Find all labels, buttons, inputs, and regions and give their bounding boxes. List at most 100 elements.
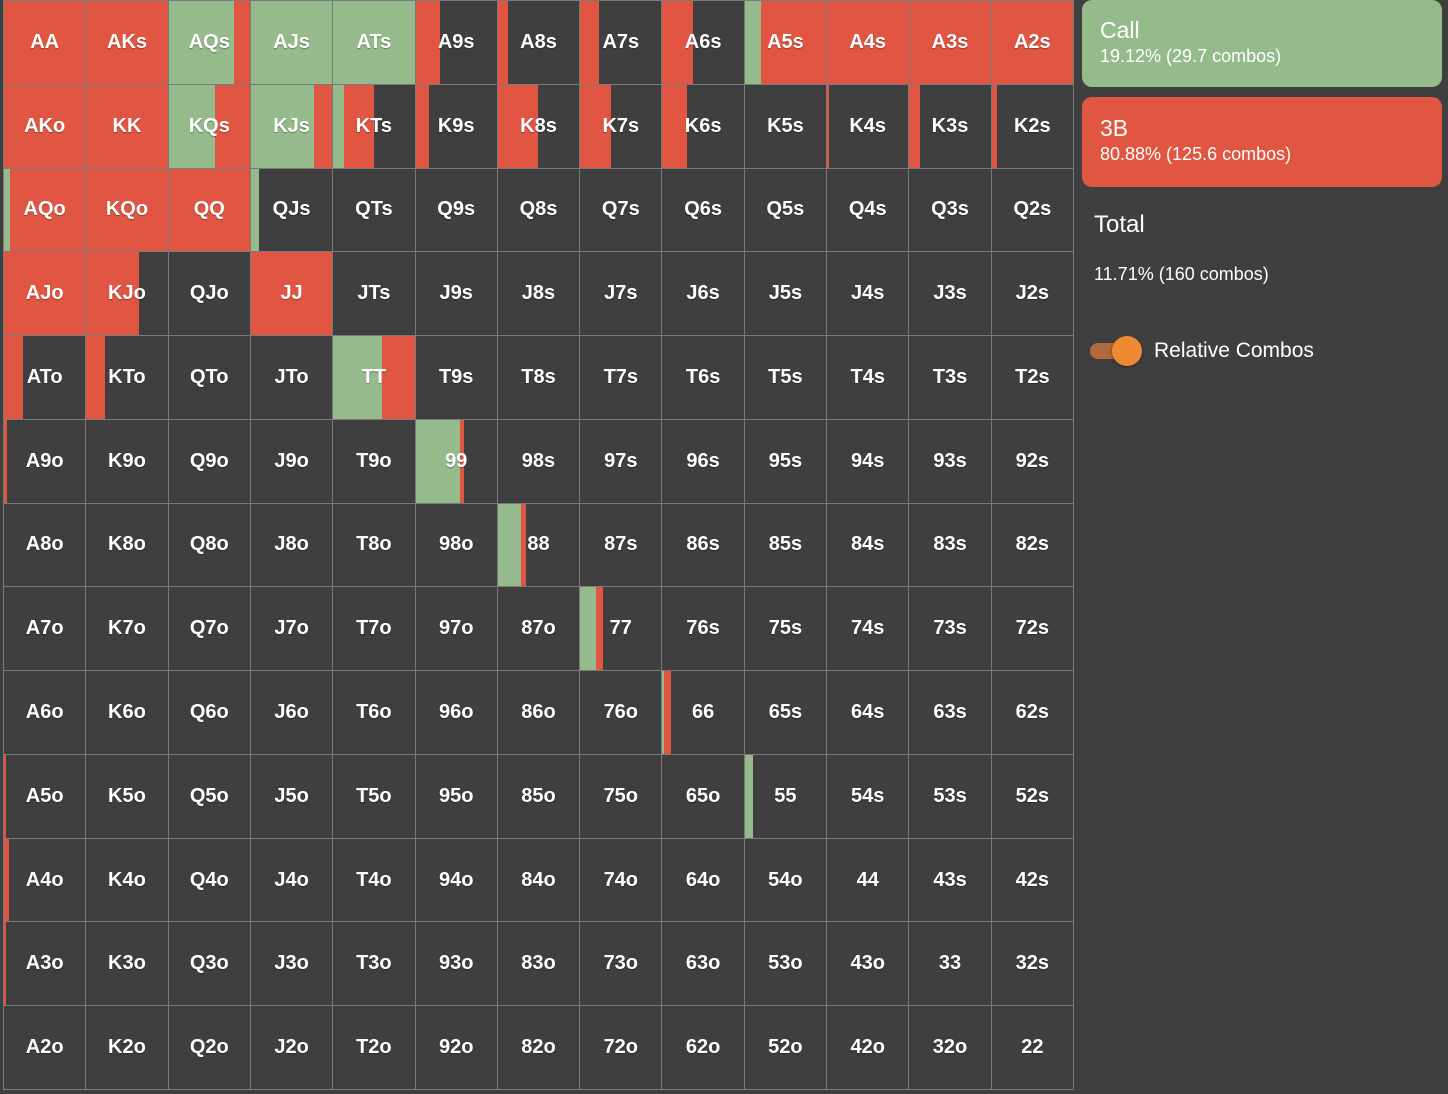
hand-cell-83o[interactable]: 83o bbox=[496, 921, 580, 1006]
hand-cell-64o[interactable]: 64o bbox=[661, 837, 744, 922]
hand-cell-J7s[interactable]: J7s bbox=[579, 251, 662, 336]
hand-cell-84o[interactable]: 84o bbox=[496, 837, 580, 922]
hand-cell-A5o[interactable]: A5o bbox=[3, 753, 86, 838]
hand-cell-Q9s[interactable]: Q9s bbox=[414, 167, 497, 252]
hand-cell-K9s[interactable]: K9s bbox=[414, 83, 497, 168]
hand-cell-A8o[interactable]: A8o bbox=[3, 502, 86, 587]
hand-cell-T8s[interactable]: T8s bbox=[496, 335, 580, 419]
hand-cell-T7o[interactable]: T7o bbox=[332, 586, 415, 671]
hand-cell-J8o[interactable]: J8o bbox=[249, 502, 333, 587]
hand-cell-KQs[interactable]: KQs bbox=[167, 83, 250, 168]
hand-cell-K4s[interactable]: K4s bbox=[826, 83, 909, 168]
hand-cell-Q6o[interactable]: Q6o bbox=[167, 670, 250, 754]
hand-cell-33[interactable]: 33 bbox=[908, 921, 991, 1006]
hand-cell-82s[interactable]: 82s bbox=[990, 502, 1073, 587]
hand-cell-53o[interactable]: 53o bbox=[743, 921, 827, 1006]
hand-cell-87s[interactable]: 87s bbox=[579, 502, 662, 587]
hand-cell-J8s[interactable]: J8s bbox=[496, 251, 580, 336]
hand-cell-T5o[interactable]: T5o bbox=[332, 753, 415, 838]
hand-cell-K2o[interactable]: K2o bbox=[85, 1005, 168, 1089]
action-card-3b[interactable]: 3B 80.88% (125.6 combos) bbox=[1082, 97, 1442, 187]
hand-cell-76s[interactable]: 76s bbox=[661, 586, 744, 671]
hand-cell-32o[interactable]: 32o bbox=[908, 1005, 991, 1089]
hand-cell-J3s[interactable]: J3s bbox=[908, 251, 991, 336]
hand-cell-98o[interactable]: 98o bbox=[414, 502, 497, 587]
hand-cell-96s[interactable]: 96s bbox=[661, 418, 744, 503]
hand-cell-K8o[interactable]: K8o bbox=[85, 502, 168, 587]
hand-cell-A9s[interactable]: A9s bbox=[414, 0, 497, 84]
hand-cell-T4s[interactable]: T4s bbox=[826, 335, 909, 419]
hand-cell-54s[interactable]: 54s bbox=[826, 753, 909, 838]
hand-cell-QJs[interactable]: QJs bbox=[249, 167, 333, 252]
hand-cell-K9o[interactable]: K9o bbox=[85, 418, 168, 503]
hand-cell-Q4s[interactable]: Q4s bbox=[826, 167, 909, 252]
hand-cell-J9s[interactable]: J9s bbox=[414, 251, 497, 336]
hand-cell-22[interactable]: 22 bbox=[990, 1005, 1073, 1089]
hand-cell-Q7s[interactable]: Q7s bbox=[579, 167, 662, 252]
hand-cell-65s[interactable]: 65s bbox=[743, 670, 827, 754]
hand-cell-66[interactable]: 66 bbox=[661, 670, 744, 754]
hand-cell-87o[interactable]: 87o bbox=[496, 586, 580, 671]
hand-cell-43o[interactable]: 43o bbox=[826, 921, 909, 1006]
hand-cell-74o[interactable]: 74o bbox=[579, 837, 662, 922]
hand-cell-AA[interactable]: AA bbox=[3, 0, 86, 84]
hand-cell-97o[interactable]: 97o bbox=[414, 586, 497, 671]
hand-cell-KTo[interactable]: KTo bbox=[85, 335, 168, 419]
hand-cell-K3o[interactable]: K3o bbox=[85, 921, 168, 1006]
hand-cell-KJs[interactable]: KJs bbox=[249, 83, 333, 168]
hand-cell-Q7o[interactable]: Q7o bbox=[167, 586, 250, 671]
hand-cell-T2s[interactable]: T2s bbox=[990, 335, 1073, 419]
hand-cell-64s[interactable]: 64s bbox=[826, 670, 909, 754]
hand-cell-K8s[interactable]: K8s bbox=[496, 83, 580, 168]
hand-cell-Q6s[interactable]: Q6s bbox=[661, 167, 744, 252]
hand-cell-J7o[interactable]: J7o bbox=[249, 586, 333, 671]
hand-cell-A4o[interactable]: A4o bbox=[3, 837, 86, 922]
hand-cell-73o[interactable]: 73o bbox=[579, 921, 662, 1006]
hand-cell-86s[interactable]: 86s bbox=[661, 502, 744, 587]
toggle-thumb[interactable] bbox=[1112, 336, 1142, 366]
hand-cell-Q9o[interactable]: Q9o bbox=[167, 418, 250, 503]
hand-cell-K6s[interactable]: K6s bbox=[661, 83, 744, 168]
hand-cell-Q2o[interactable]: Q2o bbox=[167, 1005, 250, 1089]
hand-cell-94s[interactable]: 94s bbox=[826, 418, 909, 503]
hand-cell-97s[interactable]: 97s bbox=[579, 418, 662, 503]
hand-cell-72o[interactable]: 72o bbox=[579, 1005, 662, 1089]
hand-cell-42s[interactable]: 42s bbox=[990, 837, 1073, 922]
hand-cell-52o[interactable]: 52o bbox=[743, 1005, 827, 1089]
hand-cell-J3o[interactable]: J3o bbox=[249, 921, 333, 1006]
hand-cell-K7s[interactable]: K7s bbox=[579, 83, 662, 168]
hand-cell-T4o[interactable]: T4o bbox=[332, 837, 415, 922]
hand-cell-KJo[interactable]: KJo bbox=[85, 251, 168, 336]
hand-cell-93s[interactable]: 93s bbox=[908, 418, 991, 503]
hand-cell-K4o[interactable]: K4o bbox=[85, 837, 168, 922]
hand-cell-A6s[interactable]: A6s bbox=[661, 0, 744, 84]
hand-cell-J2o[interactable]: J2o bbox=[249, 1005, 333, 1089]
hand-cell-J6s[interactable]: J6s bbox=[661, 251, 744, 336]
hand-cell-32s[interactable]: 32s bbox=[990, 921, 1073, 1006]
hand-cell-82o[interactable]: 82o bbox=[496, 1005, 580, 1089]
hand-cell-T6s[interactable]: T6s bbox=[661, 335, 744, 419]
hand-cell-95s[interactable]: 95s bbox=[743, 418, 827, 503]
hand-cell-K3s[interactable]: K3s bbox=[908, 83, 991, 168]
hand-cell-K5s[interactable]: K5s bbox=[743, 83, 827, 168]
hand-cell-T8o[interactable]: T8o bbox=[332, 502, 415, 587]
hand-cell-95o[interactable]: 95o bbox=[414, 753, 497, 838]
hand-cell-T3s[interactable]: T3s bbox=[908, 335, 991, 419]
hand-cell-J9o[interactable]: J9o bbox=[249, 418, 333, 503]
hand-cell-54o[interactable]: 54o bbox=[743, 837, 827, 922]
hand-cell-Q8s[interactable]: Q8s bbox=[496, 167, 580, 252]
hand-cell-65o[interactable]: 65o bbox=[661, 753, 744, 838]
hand-cell-86o[interactable]: 86o bbox=[496, 670, 580, 754]
hand-cell-93o[interactable]: 93o bbox=[414, 921, 497, 1006]
hand-cell-Q4o[interactable]: Q4o bbox=[167, 837, 250, 922]
hand-cell-T3o[interactable]: T3o bbox=[332, 921, 415, 1006]
hand-cell-96o[interactable]: 96o bbox=[414, 670, 497, 754]
hand-cell-92o[interactable]: 92o bbox=[414, 1005, 497, 1089]
hand-cell-74s[interactable]: 74s bbox=[826, 586, 909, 671]
hand-cell-A7s[interactable]: A7s bbox=[579, 0, 662, 84]
hand-cell-99[interactable]: 99 bbox=[414, 418, 497, 503]
hand-cell-98s[interactable]: 98s bbox=[496, 418, 580, 503]
hand-cell-AKs[interactable]: AKs bbox=[85, 0, 168, 84]
hand-cell-Q5s[interactable]: Q5s bbox=[743, 167, 827, 252]
hand-cell-JTs[interactable]: JTs bbox=[332, 251, 415, 336]
